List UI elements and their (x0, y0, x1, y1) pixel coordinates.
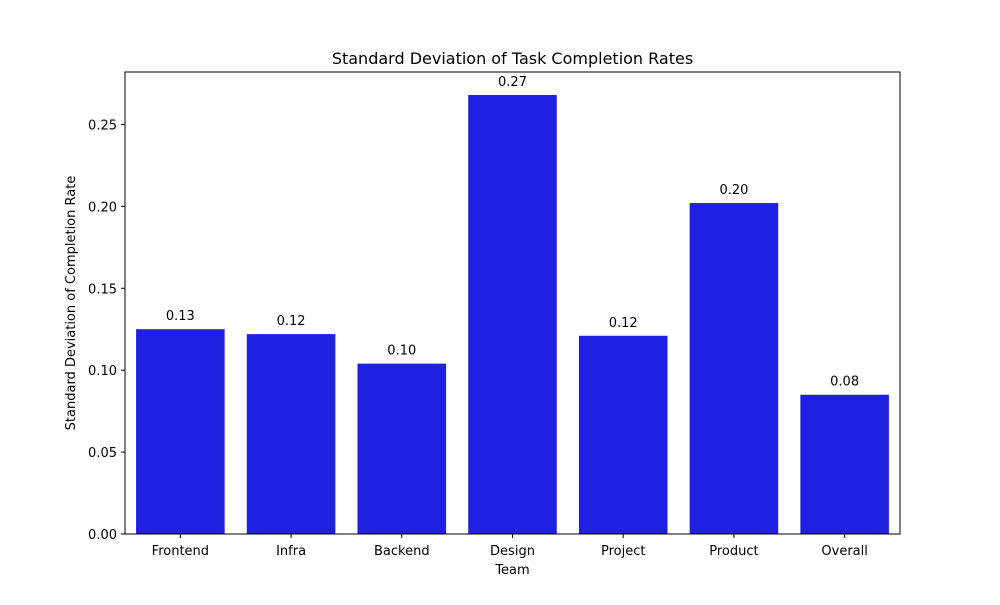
bar-infra (246, 334, 336, 534)
bar-design (468, 94, 557, 535)
data-label-backend: 0.10 (387, 344, 416, 359)
y-tick-label-1: 0.05 (88, 446, 117, 461)
x-tick-label-infra: Infra (276, 544, 306, 559)
y-tick-label-0: 0.00 (88, 528, 117, 543)
data-label-frontend: 0.13 (166, 309, 195, 324)
y-tick-label-4: 0.20 (88, 200, 117, 215)
y-axis-label: Standard Deviation of Completion Rate (64, 176, 79, 431)
y-tick-label-2: 0.10 (88, 364, 117, 379)
x-tick-label-project: Project (601, 544, 645, 559)
x-tick-label-frontend: Frontend (152, 544, 209, 559)
y-tick-label-3: 0.15 (88, 282, 117, 297)
bar-backend (357, 363, 447, 534)
x-tick-label-backend: Backend (374, 544, 430, 559)
data-label-overall: 0.08 (830, 375, 859, 390)
bar-project (578, 335, 668, 534)
data-label-infra: 0.12 (277, 314, 306, 329)
x-axis-label: Team (494, 563, 529, 578)
x-tick-label-overall: Overall (821, 544, 867, 559)
plot-frame (124, 71, 901, 535)
bar-frontend (136, 329, 225, 534)
data-label-product: 0.20 (719, 183, 748, 198)
y-tick-label-5: 0.25 (88, 118, 117, 133)
x-tick-label-product: Product (709, 544, 758, 559)
data-label-project: 0.12 (609, 316, 638, 331)
plot-area: 0.13 Frontend 0.12 Infra 0.10 Backend 0.27 Desi… (88, 71, 901, 559)
bar-overall (800, 394, 889, 534)
chart-title: Standard Deviation of Task Completion Ra… (332, 49, 693, 68)
data-label-design: 0.27 (498, 75, 527, 90)
bar-product (689, 203, 779, 534)
x-tick-label-design: Design (490, 544, 535, 559)
